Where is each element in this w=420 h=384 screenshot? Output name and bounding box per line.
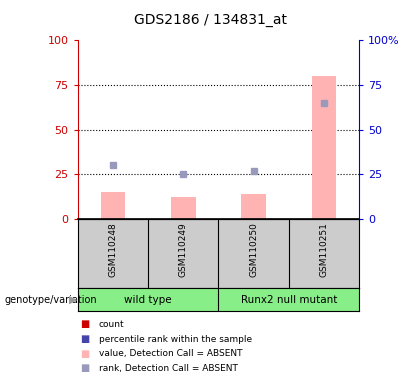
Text: GSM110250: GSM110250 [249,222,258,277]
Bar [100,192,125,219]
Text: ■: ■ [80,334,89,344]
Text: percentile rank within the sample: percentile rank within the sample [99,334,252,344]
Text: wild type: wild type [124,295,172,305]
Bar [171,197,196,219]
Text: ▶: ▶ [69,295,78,305]
Text: genotype/variation: genotype/variation [4,295,97,305]
Text: ■: ■ [80,349,89,359]
Text: GSM110249: GSM110249 [179,222,188,277]
Bar [241,194,266,219]
Bar [312,76,336,219]
Text: ■: ■ [80,319,89,329]
Text: GDS2186 / 134831_at: GDS2186 / 134831_at [134,13,286,27]
Text: ■: ■ [80,363,89,373]
Text: GSM110251: GSM110251 [320,222,328,277]
Text: Runx2 null mutant: Runx2 null mutant [241,295,337,305]
Text: count: count [99,320,124,329]
Text: value, Detection Call = ABSENT: value, Detection Call = ABSENT [99,349,242,358]
Text: rank, Detection Call = ABSENT: rank, Detection Call = ABSENT [99,364,238,373]
Text: GSM110248: GSM110248 [108,222,117,277]
